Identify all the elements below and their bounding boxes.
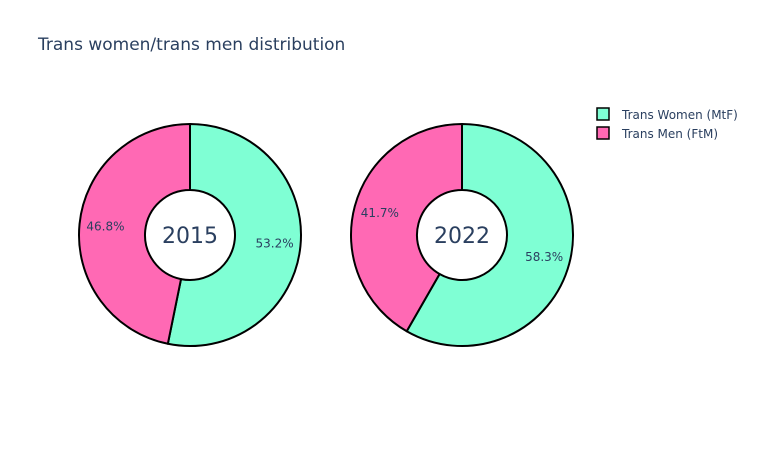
- slice-label-2015-trans-women: 53.2%: [256, 237, 294, 251]
- slice-2015-trans-men[interactable]: [78, 123, 191, 345]
- legend: Trans Women (MtF) Trans Men (FtM): [596, 107, 738, 141]
- slice-2022-trans-women[interactable]: [405, 123, 574, 347]
- legend-item-trans-men[interactable]: Trans Men (FtM): [596, 126, 718, 141]
- chart-title: Trans women/trans men distribution: [37, 35, 345, 55]
- donut-2022: 58.3% 41.7% 2022: [350, 123, 574, 347]
- slice-2022-trans-men[interactable]: [350, 123, 463, 333]
- legend-swatch-trans-women: [596, 107, 610, 121]
- slice-label-2015-trans-men: 46.8%: [86, 219, 124, 233]
- legend-item-trans-women[interactable]: Trans Women (MtF): [596, 107, 738, 122]
- legend-label-trans-men: Trans Men (FtM): [621, 127, 718, 141]
- slice-2015-trans-women[interactable]: [166, 123, 302, 347]
- donut-2015: 53.2% 46.8% 2015: [78, 123, 302, 347]
- center-label-2022: 2022: [434, 224, 490, 249]
- center-label-2015: 2015: [162, 224, 218, 249]
- legend-label-trans-women: Trans Women (MtF): [621, 108, 738, 122]
- legend-swatch-trans-men: [596, 126, 610, 140]
- slice-label-2022-trans-women: 58.3%: [525, 250, 563, 264]
- slice-label-2022-trans-men: 41.7%: [361, 206, 399, 220]
